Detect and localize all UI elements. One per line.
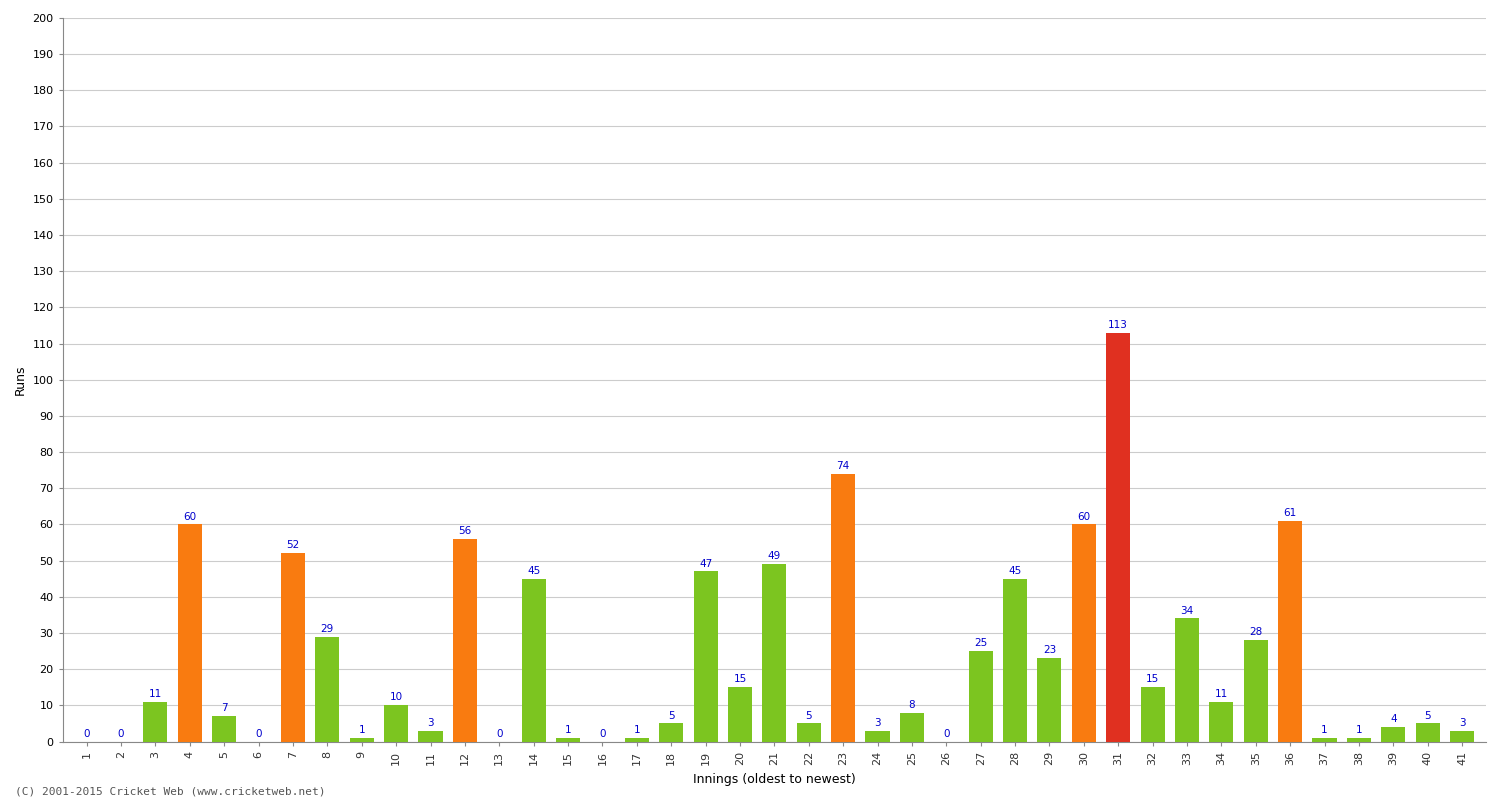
Bar <box>831 474 855 742</box>
Text: 25: 25 <box>974 638 987 648</box>
Text: 56: 56 <box>459 526 471 536</box>
Bar <box>144 702 168 742</box>
Bar <box>384 706 408 742</box>
Text: 28: 28 <box>1250 627 1263 638</box>
Text: 10: 10 <box>390 693 402 702</box>
Text: 11: 11 <box>1215 689 1228 699</box>
Text: 3: 3 <box>874 718 880 728</box>
Bar <box>969 651 993 742</box>
Bar <box>1450 730 1474 742</box>
Text: (C) 2001-2015 Cricket Web (www.cricketweb.net): (C) 2001-2015 Cricket Web (www.cricketwe… <box>15 786 326 796</box>
Text: 1: 1 <box>633 725 640 735</box>
Text: 52: 52 <box>286 541 300 550</box>
Bar <box>419 730 442 742</box>
Text: 0: 0 <box>944 729 950 738</box>
Text: 49: 49 <box>768 551 782 562</box>
Bar <box>1209 702 1233 742</box>
Text: 60: 60 <box>1077 511 1090 522</box>
Bar <box>1072 525 1096 742</box>
Bar <box>1038 658 1062 742</box>
Text: 3: 3 <box>1458 718 1466 728</box>
Bar <box>728 687 752 742</box>
Bar <box>178 525 203 742</box>
Text: 1: 1 <box>1322 725 1328 735</box>
Text: 5: 5 <box>1425 710 1431 721</box>
Text: 1: 1 <box>358 725 364 735</box>
Text: 8: 8 <box>909 700 915 710</box>
Text: 0: 0 <box>84 729 90 738</box>
Bar <box>1312 738 1336 742</box>
Bar <box>1174 618 1198 742</box>
Text: 5: 5 <box>806 710 812 721</box>
Bar <box>658 723 682 742</box>
Bar <box>900 713 924 742</box>
Text: 1: 1 <box>564 725 572 735</box>
Bar <box>796 723 820 742</box>
Text: 3: 3 <box>427 718 433 728</box>
Bar <box>556 738 580 742</box>
Bar <box>1140 687 1164 742</box>
Text: 15: 15 <box>1146 674 1160 684</box>
Bar <box>626 738 650 742</box>
Text: 11: 11 <box>148 689 162 699</box>
Text: 5: 5 <box>668 710 675 721</box>
Bar <box>762 564 786 742</box>
Text: 15: 15 <box>734 674 747 684</box>
Text: 0: 0 <box>496 729 502 738</box>
Bar <box>693 571 717 742</box>
Bar <box>1278 521 1302 742</box>
Text: 47: 47 <box>699 558 712 569</box>
Bar <box>1004 578 1028 742</box>
Text: 7: 7 <box>220 703 228 714</box>
Bar <box>211 716 236 742</box>
Text: 1: 1 <box>1356 725 1362 735</box>
Bar <box>1416 723 1440 742</box>
Text: 29: 29 <box>321 624 334 634</box>
Bar <box>865 730 889 742</box>
Text: 34: 34 <box>1180 606 1194 615</box>
X-axis label: Innings (oldest to newest): Innings (oldest to newest) <box>693 773 855 786</box>
Bar <box>315 637 339 742</box>
Text: 45: 45 <box>1008 566 1022 576</box>
Text: 61: 61 <box>1284 508 1296 518</box>
Text: 45: 45 <box>526 566 540 576</box>
Y-axis label: Runs: Runs <box>13 365 27 395</box>
Bar <box>1244 640 1268 742</box>
Bar <box>350 738 374 742</box>
Bar <box>1106 333 1130 742</box>
Text: 0: 0 <box>118 729 124 738</box>
Bar <box>1382 727 1406 742</box>
Text: 0: 0 <box>255 729 262 738</box>
Bar <box>522 578 546 742</box>
Bar <box>453 539 477 742</box>
Text: 4: 4 <box>1390 714 1396 724</box>
Text: 113: 113 <box>1108 320 1128 330</box>
Text: 0: 0 <box>598 729 606 738</box>
Text: 60: 60 <box>183 511 196 522</box>
Bar <box>280 554 304 742</box>
Text: 23: 23 <box>1042 646 1056 655</box>
Text: 74: 74 <box>837 461 849 471</box>
Bar <box>1347 738 1371 742</box>
